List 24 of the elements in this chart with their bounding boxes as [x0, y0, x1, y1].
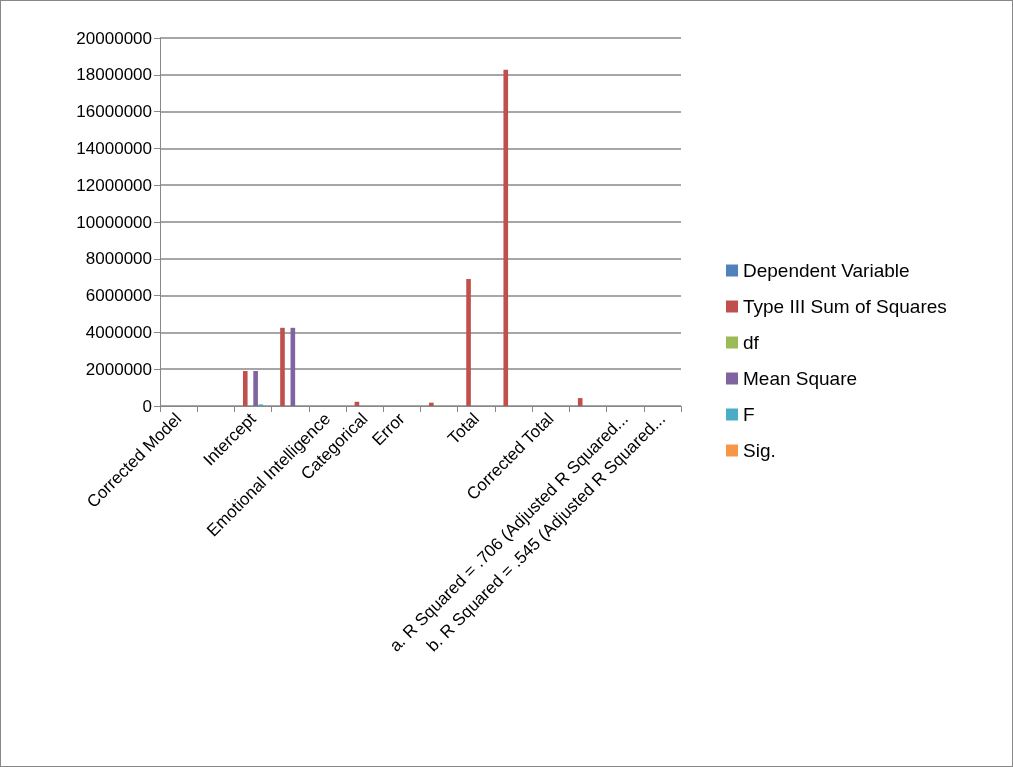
legend-label: df	[743, 332, 760, 353]
legend-label: Mean Square	[743, 368, 858, 389]
y-tick-label: 8000000	[85, 249, 152, 269]
bar	[253, 371, 258, 406]
y-tick-label: 14000000	[76, 138, 152, 158]
bar	[577, 398, 583, 406]
bar	[242, 371, 248, 406]
bar	[429, 402, 434, 406]
bar	[466, 279, 471, 406]
bar	[280, 327, 285, 406]
legend-label: Type III Sum of Squares	[743, 296, 947, 317]
legend-label: Sig.	[743, 440, 776, 461]
y-tick-label: 12000000	[76, 175, 152, 195]
y-tick-label: 18000000	[76, 65, 152, 85]
bar	[503, 69, 509, 406]
y-tick-label: 2000000	[85, 359, 152, 379]
y-tick-label: 20000000	[76, 28, 152, 48]
y-tick-label: 0	[142, 396, 152, 416]
legend-label: F	[743, 404, 755, 425]
y-tick-label: 4000000	[85, 322, 152, 342]
y-tick-label: 16000000	[76, 102, 152, 122]
y-tick-label: 6000000	[85, 286, 152, 306]
legend-label: Dependent Variable	[743, 260, 910, 281]
y-tick-label: 10000000	[76, 212, 152, 232]
